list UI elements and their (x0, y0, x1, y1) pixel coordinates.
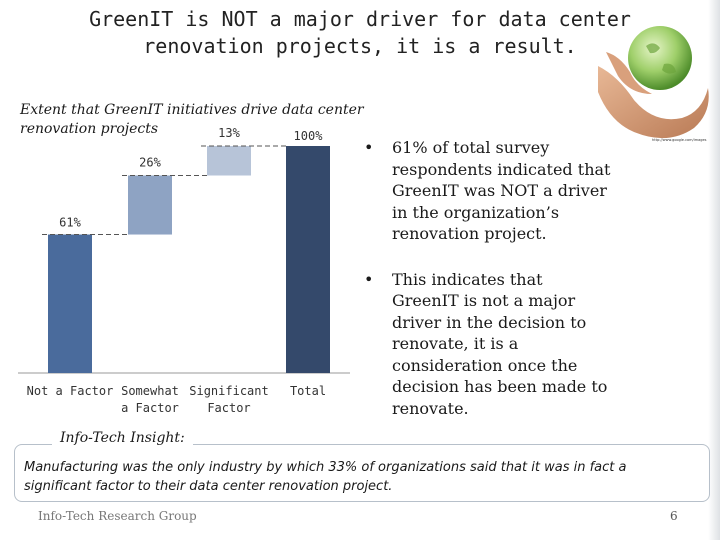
bullet-text: 61% of total survey respondents indicate… (392, 138, 611, 243)
insight-box (14, 444, 710, 502)
bar-not-a-factor (48, 234, 92, 373)
bar-significant-factor (207, 146, 251, 176)
slide-title-line-1: GreenIT is NOT a major driver for data c… (89, 7, 631, 31)
bar-total (286, 146, 330, 373)
waterfall-chart: 61% 26% 13% 100% Not a Factor Somewhat a Facto… (18, 126, 350, 415)
bullet-symbol: • (364, 269, 374, 289)
slide-title: GreenIT is NOT a major driver for data c… (60, 6, 660, 60)
category-label: Factor (207, 401, 250, 415)
bullet-text: This indicates that GreenIT is not a maj… (392, 269, 608, 418)
page-number: 6 (670, 509, 678, 523)
bullet-item-1: • 61% of total survey respondents indica… (364, 137, 614, 245)
category-label: Somewhat (121, 384, 179, 398)
bullet-item-2: • This indicates that GreenIT is not a m… (364, 269, 614, 420)
globe-in-hands-image (598, 26, 709, 139)
insight-text: Manufacturing was the only industry by w… (24, 460, 627, 494)
footer-company: Info-Tech Research Group (38, 509, 197, 523)
data-label: 13% (218, 126, 240, 140)
slide-title-line-2: renovation projects, it is a result. (143, 34, 577, 58)
category-label: Significant (189, 384, 268, 398)
category-label: a Factor (121, 401, 179, 415)
category-label: Not a Factor (27, 384, 114, 398)
data-label: 26% (139, 156, 161, 170)
data-label: 61% (59, 216, 81, 230)
image-credit: http://www.google.com/images (652, 138, 707, 142)
chart-title: Extent that GreenIT initiatives drive da… (20, 101, 380, 139)
chart-title-line-2: renovation projects (20, 121, 159, 137)
bar-somewhat-a-factor (128, 175, 172, 235)
bullet-list: • 61% of total survey respondents indica… (364, 137, 614, 443)
insight-heading: Info-Tech Insight: (52, 430, 193, 446)
chart-title-line-1: Extent that GreenIT initiatives drive da… (20, 102, 364, 118)
data-label: 100% (294, 129, 324, 143)
slide-edge-shadow (708, 0, 720, 540)
category-label: Total (290, 384, 326, 398)
bullet-symbol: • (364, 138, 374, 157)
